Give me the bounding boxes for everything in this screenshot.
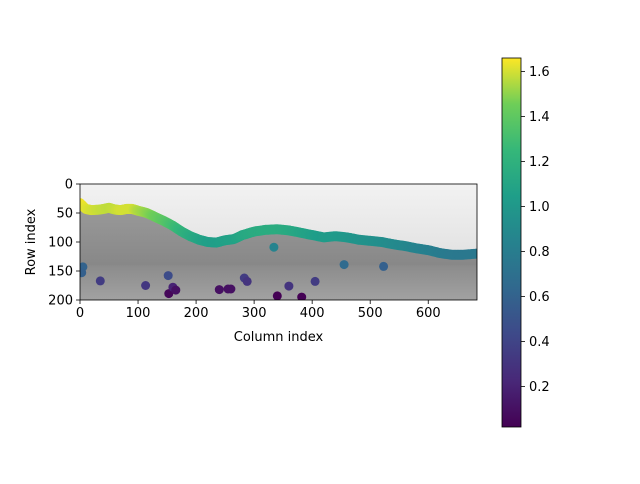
y-tick-label: 100 [48, 236, 73, 251]
colorbar-tick-label: 1.4 [529, 110, 550, 125]
scatter-point [164, 289, 174, 299]
colorbar-tick-label: 1.6 [529, 65, 550, 80]
scatter-point [310, 276, 320, 286]
y-tick-label: 50 [56, 207, 73, 222]
colorbar-tick-label: 0.6 [529, 290, 550, 305]
scatter-point [80, 268, 87, 278]
scatter-point [297, 292, 307, 300]
y-tick-label: 0 [65, 178, 73, 193]
scatter-point [379, 261, 389, 271]
y-tick-label: 200 [48, 294, 73, 309]
x-tick-label: 200 [184, 306, 209, 321]
colorbar-ticks: 0.2 0.4 0.6 0.8 1.0 1.2 1.4 1.6 [521, 65, 550, 395]
horizon-line [80, 198, 477, 260]
x-axis-label: Column index [234, 330, 324, 345]
colorbar-gradient [502, 58, 521, 427]
horizon-marker [472, 248, 477, 259]
x-tick-label: 400 [300, 306, 325, 321]
x-tick-label: 300 [242, 306, 267, 321]
scatter-point [284, 281, 294, 291]
scatter-point [95, 276, 105, 286]
scatter-point [171, 285, 181, 295]
scatter-point [214, 285, 224, 295]
x-tick-label: 100 [126, 306, 151, 321]
x-axis-ticks: 0 100 200 300 400 500 600 [76, 300, 441, 321]
colorbar-tick-label: 0.4 [529, 335, 550, 350]
x-tick-label: 600 [416, 306, 441, 321]
plot-area [80, 184, 477, 300]
scatter-point [272, 291, 282, 300]
x-tick-label: 0 [76, 306, 84, 321]
scatter-point [226, 284, 236, 294]
scatter-point [339, 260, 349, 270]
colorbar-tick-label: 0.2 [529, 380, 550, 395]
colorbar-frame [501, 57, 522, 428]
colorbar-tick-label: 0.8 [529, 245, 550, 260]
y-tick-label: 150 [48, 265, 73, 280]
colorbar-tick-label: 1.0 [529, 200, 550, 215]
colorbar: 0.2 0.4 0.6 0.8 1.0 1.2 1.4 1.6 [501, 57, 550, 428]
scatter-point [141, 281, 151, 290]
y-axis-ticks: 0 50 100 150 200 [48, 178, 80, 309]
scatter-point [242, 276, 252, 286]
y-axis-label: Row index [24, 208, 39, 275]
scatter-point [163, 271, 173, 281]
background-photo [80, 184, 477, 300]
x-tick-label: 500 [358, 306, 383, 321]
scatter-points [80, 242, 389, 300]
scatter-point [269, 242, 279, 252]
colorbar-tick-label: 1.2 [529, 155, 550, 170]
